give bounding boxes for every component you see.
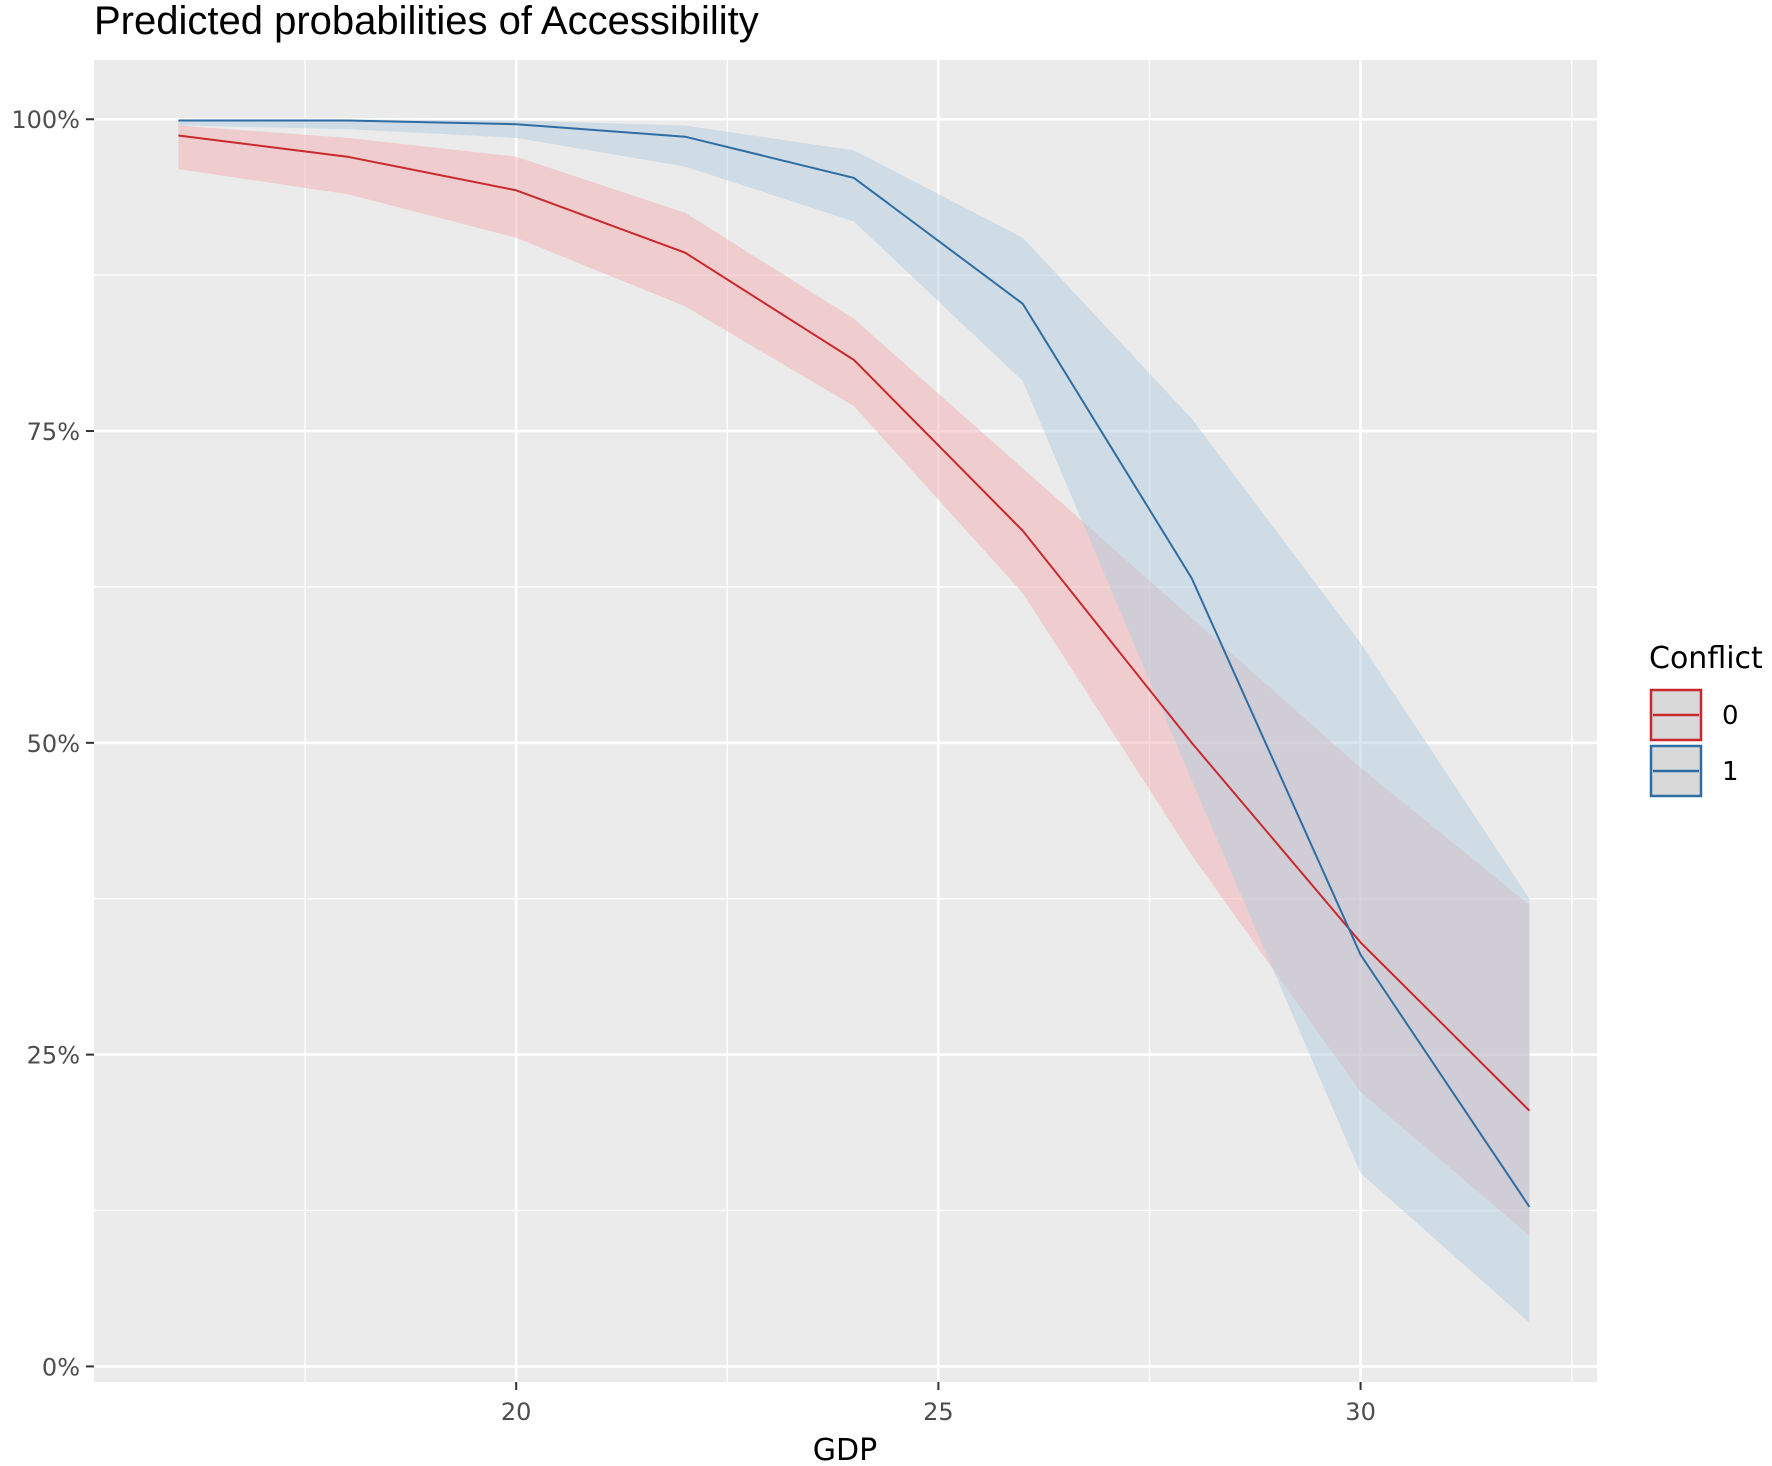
x-axis-title: GDP (813, 1433, 877, 1466)
x-tick-label: 20 (501, 1398, 532, 1426)
y-tick-label: 50% (27, 730, 80, 758)
legend-title: Conflict (1649, 641, 1763, 676)
series-lines (178, 119, 1531, 1208)
x-tick-label: 25 (923, 1398, 954, 1426)
y-tick-label: 100% (11, 106, 80, 134)
y-tick-label: 25% (27, 1042, 80, 1070)
line-series-1 (178, 119, 1531, 1208)
y-axis: 0% 25% 50% 75% 100% (11, 106, 94, 1381)
legend-label-0: 0 (1722, 701, 1739, 731)
y-tick-label: 0% (42, 1353, 80, 1381)
x-tick-label: 30 (1345, 1398, 1376, 1426)
line-series-0 (178, 134, 1531, 1112)
legend: Conflict 0 1 (1649, 641, 1763, 798)
x-axis: 20 25 30 (501, 1382, 1376, 1426)
legend-label-1: 1 (1722, 757, 1739, 787)
chart-title: Predicted probabilities of Accessibility (94, 0, 759, 43)
ribbon-series-1 (178, 119, 1530, 1323)
y-tick-label: 75% (27, 418, 80, 446)
confidence-ribbons (178, 119, 1530, 1323)
